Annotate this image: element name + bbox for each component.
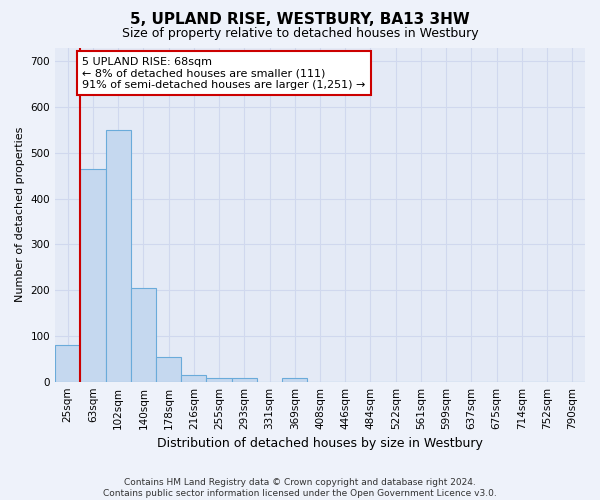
Text: 5 UPLAND RISE: 68sqm
← 8% of detached houses are smaller (111)
91% of semi-detac: 5 UPLAND RISE: 68sqm ← 8% of detached ho… <box>82 56 365 90</box>
Text: Size of property relative to detached houses in Westbury: Size of property relative to detached ho… <box>122 28 478 40</box>
Bar <box>206 378 232 382</box>
Bar <box>131 288 156 382</box>
Bar <box>282 378 307 382</box>
Bar <box>232 378 257 382</box>
Text: 5, UPLAND RISE, WESTBURY, BA13 3HW: 5, UPLAND RISE, WESTBURY, BA13 3HW <box>130 12 470 28</box>
Bar <box>156 356 181 382</box>
Bar <box>106 130 131 382</box>
Y-axis label: Number of detached properties: Number of detached properties <box>15 127 25 302</box>
X-axis label: Distribution of detached houses by size in Westbury: Distribution of detached houses by size … <box>157 437 483 450</box>
Bar <box>55 345 80 382</box>
Bar <box>181 375 206 382</box>
Bar <box>80 169 106 382</box>
Text: Contains HM Land Registry data © Crown copyright and database right 2024.
Contai: Contains HM Land Registry data © Crown c… <box>103 478 497 498</box>
